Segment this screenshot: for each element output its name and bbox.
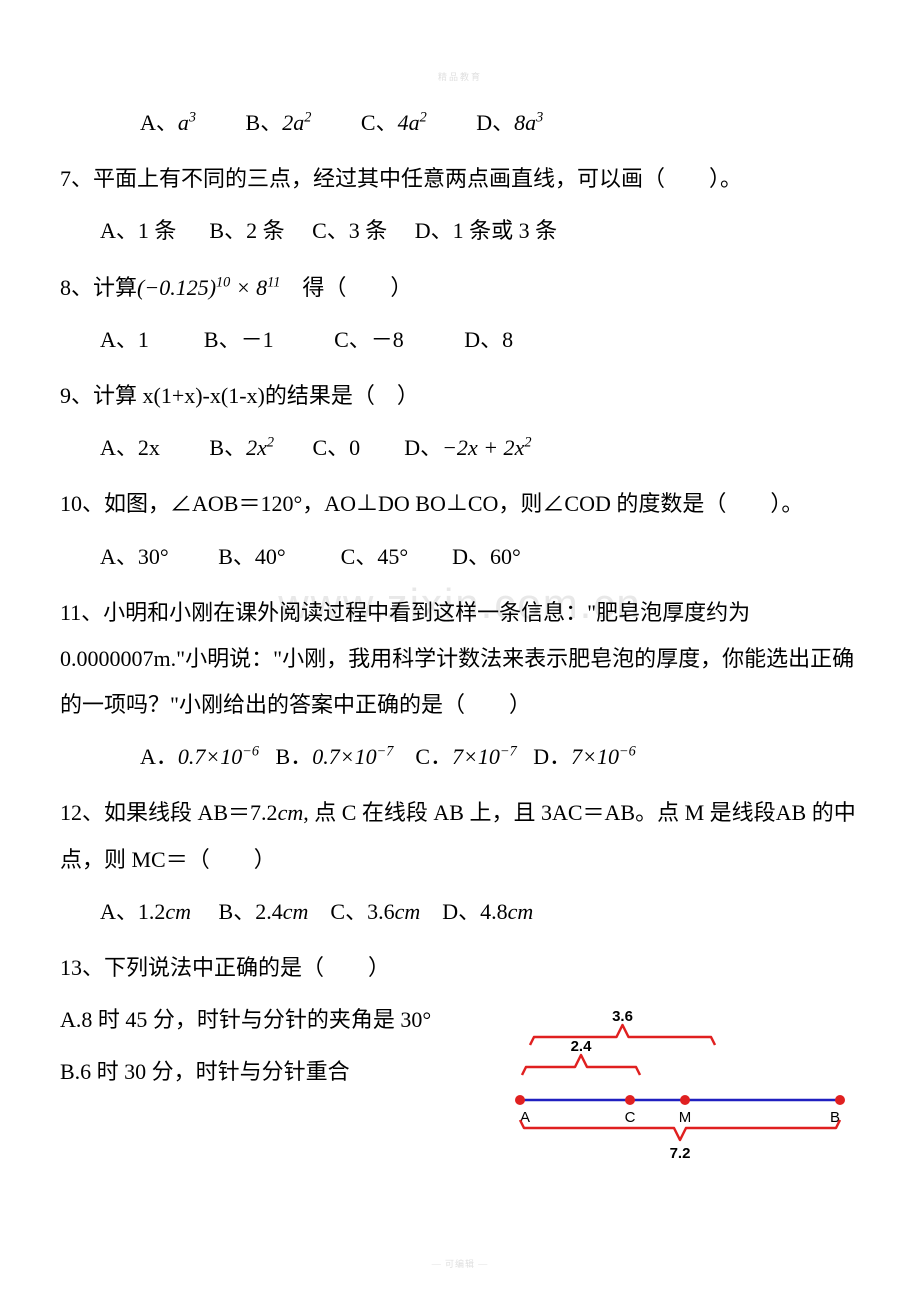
q6-options: A、a3 B、2a2 C、4a2 D、8a3	[60, 100, 860, 146]
q10-options: A、30° B、40° C、45° D、60°	[60, 534, 860, 580]
q11-optC-expr: 7×10−7	[452, 744, 517, 769]
q11-stem: 11、小明和小刚在课外阅读过程中看到这样一条信息："肥皂泡厚度约为0.00000…	[60, 590, 860, 729]
q6-optA-label: A、	[140, 110, 178, 135]
svg-text:M: M	[679, 1109, 692, 1126]
q8-stem-post: 得（ ）	[280, 275, 412, 300]
q9-optB-expr: 2x2	[246, 435, 274, 460]
q12-options: A、1.2cm B、2.4cm C、3.6cm D、4.8cm	[60, 889, 860, 935]
q12-optC: C、3.6	[330, 899, 394, 924]
q11-optB-expr: 0.7×10−7	[312, 744, 393, 769]
q6-optD-label: D、	[476, 110, 514, 135]
svg-text:2.4: 2.4	[571, 1038, 593, 1055]
q11-optB-label: B．	[276, 744, 313, 769]
q9-optD-expr: −2x + 2x2	[442, 435, 531, 460]
q9-optB-label: B、	[209, 435, 246, 460]
q10-optB: B、40°	[218, 544, 285, 569]
q11-optC-label: C．	[415, 744, 452, 769]
q7-optD: D、1 条或 3 条	[415, 218, 557, 243]
q11-optD-label: D．	[533, 744, 571, 769]
q10-optD: D、60°	[452, 544, 521, 569]
q8-optB: B、－1	[204, 327, 274, 352]
q9-stem: 9、计算 x(1+x)-x(1-x)的结果是（ ）	[60, 373, 860, 419]
q6-optC-label: C、	[361, 110, 398, 135]
q6-optB-expr: 2a2	[282, 110, 311, 135]
q12-stem-pre: 12、如果线段 AB＝7.2	[60, 800, 278, 825]
q12-optA: A、1.2	[100, 899, 165, 924]
q11-optA-expr: 0.7×10−6	[178, 744, 259, 769]
svg-text:3.6: 3.6	[612, 1008, 633, 1025]
svg-text:7.2: 7.2	[670, 1145, 691, 1162]
q6-optA-expr: a3	[178, 110, 196, 135]
q12-optB: B、2.4	[219, 899, 283, 924]
q12-stem: 12、如果线段 AB＝7.2cm, 点 C 在线段 AB 上，且 3AC＝AB。…	[60, 790, 860, 882]
svg-text:C: C	[625, 1109, 636, 1126]
q8-stem-pre: 8、计算	[60, 275, 137, 300]
q8-stem: 8、计算(−0.125)10 × 811 得（ ）	[60, 265, 860, 311]
q7-options: A、1 条 B、2 条 C、3 条 D、1 条或 3 条	[60, 208, 860, 254]
q7-stem: 7、平面上有不同的三点，经过其中任意两点画直线，可以画（ ）。	[60, 156, 860, 202]
q12-optD: D、4.8	[442, 899, 507, 924]
q11-optA-label: A．	[140, 744, 178, 769]
q9-options: A、2x B、2x2 C、0 D、−2x + 2x2	[60, 425, 860, 471]
q7-optB: B、2 条	[209, 218, 284, 243]
q8-optA: A、1	[100, 327, 149, 352]
line-segment-diagram: ACMB3.62.47.2	[500, 1000, 860, 1170]
q9-optA: A、2x	[100, 435, 160, 460]
watermark-bottom: — 可编辑 —	[432, 1257, 489, 1270]
q7-optA: A、1 条	[100, 218, 176, 243]
q8-optC: C、－8	[334, 327, 404, 352]
q12-cmB: cm	[283, 899, 309, 924]
q8-expr: (−0.125)10 × 811	[137, 275, 280, 300]
q6-optD-expr: 8a3	[514, 110, 543, 135]
q10-optC: C、45°	[341, 544, 408, 569]
q12-cmD: cm	[508, 899, 534, 924]
q6-optC-expr: 4a2	[398, 110, 427, 135]
q7-optC: C、3 条	[312, 218, 387, 243]
q11-optD-expr: 7×10−6	[571, 744, 636, 769]
q11-options: A．0.7×10−6 B．0.7×10−7 C．7×10−7 D．7×10−6	[60, 734, 860, 780]
document-body: A、a3 B、2a2 C、4a2 D、8a3 7、平面上有不同的三点，经过其中任…	[60, 100, 860, 1096]
q13-stem: 13、下列说法中正确的是（ ）	[60, 945, 860, 991]
q8-optD: D、8	[464, 327, 513, 352]
watermark-top: 精品教育	[438, 70, 482, 83]
q12-stem-cm: cm	[278, 800, 304, 825]
q12-cmA: cm	[165, 899, 191, 924]
q8-options: A、1 B、－1 C、－8 D、8	[60, 317, 860, 363]
q9-optC: C、0	[313, 435, 361, 460]
q10-stem: 10、如图，∠AOB＝120°，AO⊥DO BO⊥CO，则∠COD 的度数是（ …	[60, 481, 860, 527]
q10-optA: A、30°	[100, 544, 169, 569]
q9-optD-label: D、	[404, 435, 442, 460]
q12-cmC: cm	[395, 899, 421, 924]
q6-optB-label: B、	[246, 110, 283, 135]
